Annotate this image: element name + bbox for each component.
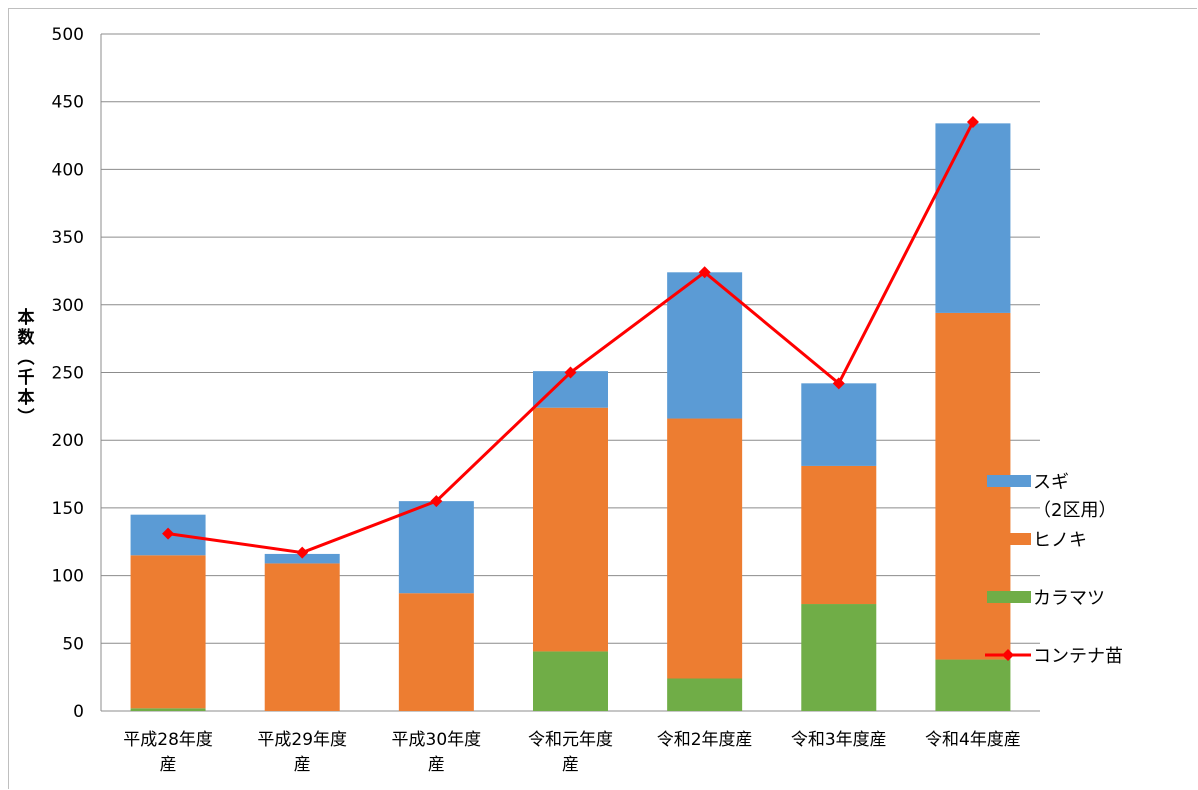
bar-segment bbox=[801, 604, 877, 711]
bar-segment bbox=[533, 651, 608, 711]
legend-marker bbox=[1002, 649, 1014, 661]
x-tick-label: 平成29年度産 bbox=[257, 730, 347, 775]
bar-segment bbox=[667, 678, 743, 711]
bar-segment bbox=[264, 563, 340, 711]
y-tick-label: 500 bbox=[52, 25, 84, 45]
y-axis-label-char: ︵ bbox=[18, 348, 35, 368]
y-tick-label: 100 bbox=[52, 567, 84, 587]
x-axis-ticks: 平成28年度産平成29年度産平成30年度産令和元年度産令和2年度産 令和3年度産令… bbox=[123, 730, 1021, 775]
x-tick-label: 令和3年度産 bbox=[791, 730, 887, 750]
x-tick-label: 平成28年度産 bbox=[123, 730, 213, 775]
line-point bbox=[564, 366, 577, 379]
y-tick-label: 50 bbox=[62, 634, 84, 654]
y-axis-label-char: 千 bbox=[18, 368, 35, 388]
x-tick-label-line: 令和3年度産 bbox=[791, 730, 887, 750]
bar-segment bbox=[667, 272, 743, 419]
x-tick-label-line: 令和元年度 bbox=[528, 730, 613, 750]
y-tick-label: 400 bbox=[52, 160, 84, 180]
x-tick-label: 平成30年度産 bbox=[392, 730, 482, 775]
y-tick-label: 350 bbox=[52, 228, 84, 248]
x-tick-label-line: 産 bbox=[562, 755, 579, 775]
x-tick-label-line: 平成30年度 bbox=[392, 730, 482, 750]
bar-segment bbox=[667, 418, 743, 679]
y-tick-label: 200 bbox=[52, 431, 84, 451]
bar-segment bbox=[398, 593, 474, 711]
line-point bbox=[430, 495, 443, 508]
legend-swatch bbox=[987, 533, 1031, 545]
y-axis-ticks: 0 50 100 150 200 250 300 350 400 450 500 bbox=[52, 25, 84, 722]
bar-segment bbox=[533, 407, 608, 652]
y-axis-label-char: 数 bbox=[18, 327, 36, 348]
y-axis-label-char: ︶ bbox=[18, 407, 35, 428]
bar-segment bbox=[935, 123, 1011, 313]
bar-segment bbox=[398, 501, 474, 594]
x-tick-label: 令和4年度産 bbox=[925, 730, 1021, 750]
legend-label: スギ bbox=[1033, 472, 1069, 493]
bar-segment bbox=[801, 383, 877, 466]
line-point bbox=[162, 527, 175, 540]
y-axis-label-char: 本 bbox=[18, 387, 35, 408]
legend-label: （2区用） bbox=[1033, 500, 1116, 521]
legend-label: コンテナ苗 bbox=[1033, 646, 1123, 667]
x-tick-label-line: 産 bbox=[160, 755, 177, 775]
line-point bbox=[832, 377, 845, 390]
legend-swatch bbox=[987, 591, 1031, 603]
y-axis-label: 本数︵千本︶ bbox=[18, 307, 36, 428]
bar-segment bbox=[801, 465, 877, 605]
x-tick-label: 令和2年度産 bbox=[657, 730, 753, 750]
y-tick-label: 250 bbox=[52, 364, 84, 384]
y-axis-label-char: 本 bbox=[18, 307, 35, 328]
legend-swatch bbox=[987, 475, 1031, 487]
line-point bbox=[966, 116, 979, 129]
x-tick-label-line: 令和2年度産 bbox=[657, 730, 753, 750]
bars bbox=[130, 123, 1011, 711]
x-tick-label: 令和元年度産 bbox=[528, 730, 613, 775]
bar-segment bbox=[130, 708, 206, 711]
chart-frame bbox=[8, 8, 1197, 789]
x-tick-label-line: 産 bbox=[294, 755, 311, 775]
line-series bbox=[162, 116, 979, 559]
x-tick-label-line: 平成28年度 bbox=[123, 730, 213, 750]
x-tick-label-line: 令和4年度産 bbox=[925, 730, 1021, 750]
legend-label: ヒノキ bbox=[1033, 530, 1087, 551]
x-tick-label-line: 平成29年度 bbox=[257, 730, 347, 750]
bar-segment bbox=[264, 553, 340, 564]
y-tick-label: 150 bbox=[52, 499, 84, 519]
x-tick-label-line: 産 bbox=[428, 755, 445, 775]
line-point bbox=[296, 546, 309, 559]
bar-segment bbox=[935, 659, 1011, 711]
bar-segment bbox=[130, 555, 206, 709]
line-point bbox=[698, 266, 711, 279]
y-tick-label: 0 bbox=[73, 702, 84, 722]
legend-label: カラマツ bbox=[1033, 588, 1105, 609]
y-tick-label: 450 bbox=[52, 93, 84, 113]
y-tick-label: 300 bbox=[52, 296, 84, 316]
